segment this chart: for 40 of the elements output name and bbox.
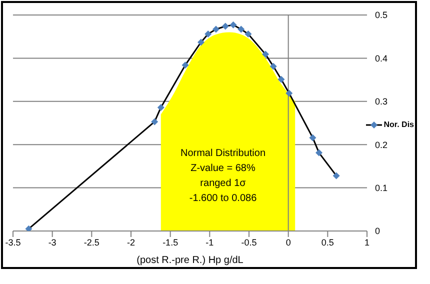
x-tick-label: 0.5 <box>321 237 334 248</box>
point <box>244 30 252 38</box>
annotation: ranged 1σ <box>199 177 247 191</box>
y-tick-label: 0.1 <box>375 182 388 193</box>
y-tick-label: 0 <box>375 226 380 236</box>
point <box>222 22 229 30</box>
y-tick-label: 0.2 <box>375 140 388 150</box>
x-tick-label: -1 <box>206 237 214 248</box>
point <box>270 62 277 70</box>
point <box>212 26 220 33</box>
point <box>204 30 212 38</box>
point <box>316 149 323 156</box>
point <box>182 62 189 69</box>
point <box>157 104 164 111</box>
point <box>151 118 158 126</box>
y-tick-label: 0.3 <box>375 96 388 107</box>
x-tick-label: -1.5 <box>162 237 178 248</box>
point <box>332 172 340 180</box>
x-tick-label: -2.5 <box>84 237 100 248</box>
y-tick-label: 0.4 <box>375 53 388 64</box>
legend-label: Nor. Dis <box>384 120 414 129</box>
point <box>262 50 270 58</box>
point <box>309 134 316 142</box>
x-tick-label: -3.5 <box>5 237 21 248</box>
annotation: Z-value = 68% <box>190 162 256 176</box>
x-tick-label: -0.5 <box>241 237 257 248</box>
x-tick-label: 0 <box>286 237 291 248</box>
annotation: Normal Distribution <box>179 147 267 161</box>
point <box>230 21 237 28</box>
annotation: -1.600 to 0.086 <box>188 192 258 206</box>
x-tick-label: -3 <box>48 237 56 248</box>
point <box>238 26 245 33</box>
point <box>286 90 293 97</box>
point <box>198 38 205 46</box>
x-tick-label: -2 <box>126 237 136 248</box>
x-tick-label: 1 <box>364 237 370 248</box>
point <box>25 225 32 231</box>
point <box>278 76 285 83</box>
x-axis-title: (post R.-pre R.) Hp g/dL <box>136 255 244 266</box>
y-tick-label: 0.5 <box>375 10 388 20</box>
